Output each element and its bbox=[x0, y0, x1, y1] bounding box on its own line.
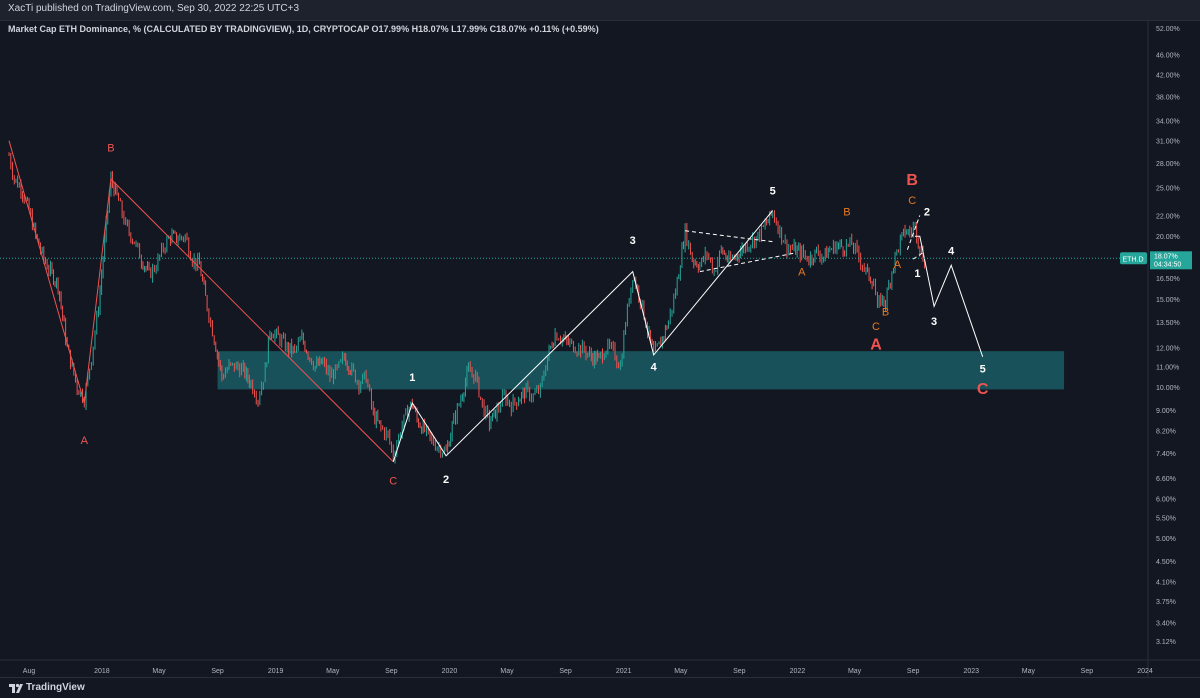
x-tick-label: Sep bbox=[559, 668, 572, 675]
y-tick-label: 11.00% bbox=[1156, 364, 1179, 371]
chart-area[interactable]: 52.00% 46.00% 42.00% 38.00% 34.00% 31.00% 28.0… bbox=[0, 20, 1200, 677]
elliott-wave-line bbox=[915, 235, 984, 357]
wave-label: A bbox=[81, 435, 89, 447]
symbol-tag-label: ETH.D bbox=[1123, 256, 1144, 263]
x-tick-label: 2023 bbox=[963, 668, 979, 675]
publisher-text: XacTi published on TradingView.com, Sep … bbox=[8, 3, 300, 14]
wave-label: 2 bbox=[924, 206, 930, 218]
y-tick-label: 8.20% bbox=[1156, 428, 1176, 435]
triangle-dashed-line bbox=[685, 230, 773, 243]
triangle-dashed-line bbox=[906, 215, 921, 250]
wave-label: 2 bbox=[443, 474, 449, 486]
x-tick-label: 2024 bbox=[1137, 668, 1153, 675]
x-tick-label: May bbox=[500, 668, 514, 675]
x-tick-label: Sep bbox=[733, 668, 746, 675]
y-tick-label: 6.60% bbox=[1156, 476, 1176, 483]
wave-label: B bbox=[906, 172, 918, 189]
price-tag bbox=[1150, 251, 1192, 270]
y-tick-label: 4.10% bbox=[1156, 579, 1176, 586]
price-tag-value: 18.07% bbox=[1154, 253, 1178, 260]
publisher-bar: XacTi published on TradingView.com, Sep … bbox=[0, 0, 1200, 21]
price-chart[interactable]: 52.00%46.00%42.00%38.00%34.00%31.00%28.0… bbox=[0, 20, 1200, 677]
y-tick-label: 3.12% bbox=[1156, 639, 1176, 646]
x-tick-label: May bbox=[1022, 668, 1036, 675]
y-tick-label: 38.00% bbox=[1156, 94, 1180, 101]
wave-label: 5 bbox=[980, 363, 986, 375]
x-tick-label: 2018 bbox=[94, 668, 110, 675]
symbol-tag bbox=[1120, 252, 1147, 265]
y-tick-label: 13.50% bbox=[1156, 320, 1180, 327]
y-tick-label: 3.75% bbox=[1156, 599, 1176, 606]
wave-label: C bbox=[977, 381, 989, 398]
y-tick-label: 22.00% bbox=[1156, 213, 1180, 220]
x-tick-label: 2022 bbox=[790, 668, 806, 675]
y-tick-label: 3.40% bbox=[1156, 620, 1176, 627]
brand-name: TradingView bbox=[26, 682, 85, 693]
triangle-dashed-line bbox=[912, 252, 923, 260]
wave-label: C bbox=[872, 321, 880, 333]
y-tick-label: 25.00% bbox=[1156, 186, 1180, 193]
x-tick-label: May bbox=[848, 668, 862, 675]
triangle-dashed-line bbox=[699, 252, 795, 273]
wave-label: 5 bbox=[770, 186, 776, 198]
wave-label: C bbox=[908, 195, 916, 207]
y-tick-label: 9.00% bbox=[1156, 408, 1176, 415]
y-tick-label: 10.00% bbox=[1156, 385, 1180, 392]
x-tick-label: Sep bbox=[385, 668, 398, 675]
wave-label: B bbox=[107, 143, 114, 155]
wave-label: 1 bbox=[914, 268, 920, 280]
price-tag-countdown: 04:34:50 bbox=[1154, 261, 1181, 268]
y-tick-label: 6.00% bbox=[1156, 497, 1176, 504]
x-tick-label: 2021 bbox=[616, 668, 632, 675]
y-tick-label: 46.00% bbox=[1156, 53, 1180, 60]
y-tick-label: 12.00% bbox=[1156, 345, 1180, 352]
y-tick-label: 52.00% bbox=[1156, 26, 1180, 33]
y-tick-label: 20.00% bbox=[1156, 234, 1180, 241]
footer-bar: TradingView bbox=[0, 677, 1200, 698]
x-tick-label: 2020 bbox=[442, 668, 458, 675]
wave-label: B bbox=[882, 306, 889, 318]
wave-label: 1 bbox=[409, 372, 415, 384]
x-tick-label: May bbox=[326, 668, 340, 675]
wave-label: 3 bbox=[630, 235, 636, 247]
x-tick-label: 2019 bbox=[268, 668, 284, 675]
x-tick-label: Sep bbox=[907, 668, 920, 675]
y-tick-label: 16.50% bbox=[1156, 276, 1180, 283]
x-tick-label: Aug bbox=[23, 668, 36, 675]
y-tick-label: 34.00% bbox=[1156, 119, 1180, 126]
elliott-wave-line bbox=[8, 140, 394, 463]
wave-label: B bbox=[843, 206, 850, 218]
wave-label: 4 bbox=[948, 245, 955, 257]
wave-label: C bbox=[389, 475, 397, 487]
wave-label: 4 bbox=[651, 361, 658, 373]
wave-label: A bbox=[870, 336, 882, 353]
wave-label: 3 bbox=[931, 316, 937, 328]
y-tick-label: 5.00% bbox=[1156, 536, 1176, 543]
y-tick-label: 31.00% bbox=[1156, 139, 1180, 146]
tradingview-logo-icon bbox=[9, 683, 23, 693]
elliott-wave-line bbox=[392, 210, 774, 462]
y-tick-label: 15.00% bbox=[1156, 297, 1180, 304]
wave-label: A bbox=[798, 266, 806, 278]
y-tick-label: 7.40% bbox=[1156, 451, 1176, 458]
y-tick-label: 42.00% bbox=[1156, 73, 1180, 80]
x-tick-label: Sep bbox=[1081, 668, 1094, 675]
legend-line: Market Cap ETH Dominance, % (CALCULATED … bbox=[8, 24, 599, 34]
x-tick-label: May bbox=[674, 668, 688, 675]
y-tick-label: 4.50% bbox=[1156, 559, 1176, 566]
y-tick-label: 28.00% bbox=[1156, 161, 1180, 168]
y-tick-label: 5.50% bbox=[1156, 515, 1176, 522]
wave-label: A bbox=[894, 259, 902, 271]
x-tick-label: Sep bbox=[211, 668, 224, 675]
x-tick-label: May bbox=[152, 668, 166, 675]
